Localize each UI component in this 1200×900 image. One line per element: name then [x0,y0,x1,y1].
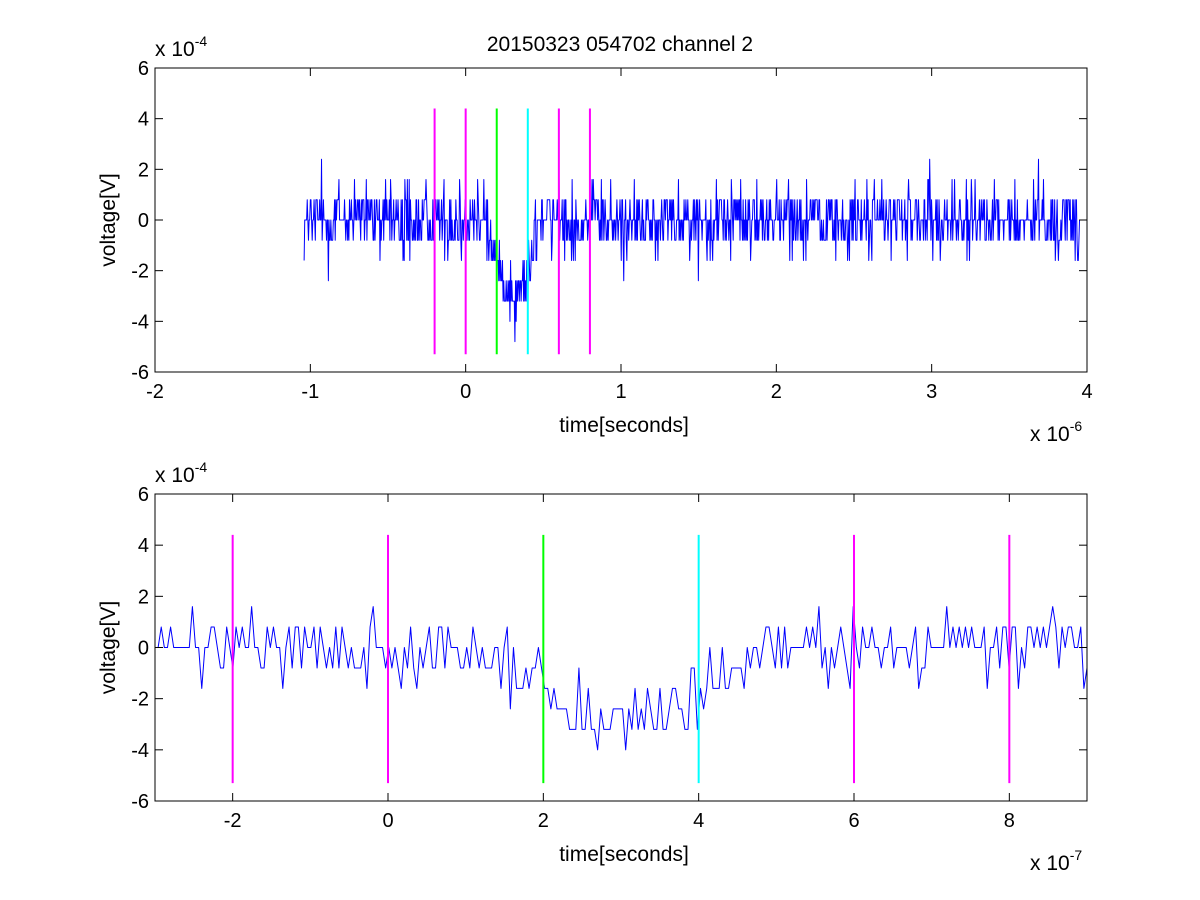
y-tick-label: -6 [131,362,149,384]
x-tick-label: -2 [146,381,164,403]
y-tick-label: 6 [138,484,149,506]
x-axis-label: time[seconds] [559,843,689,866]
x-tick-label: 6 [848,810,859,832]
x-exponent-label: x 10-6 [1030,418,1082,446]
y-tick-label: -4 [131,740,149,762]
y-tick-label: -4 [131,311,149,333]
y-tick-label: 0 [138,638,149,660]
y-axis-label: voltage[V] [97,601,120,694]
x-tick-label: 4 [693,810,704,832]
figure-title: 20150323 054702 channel 2 [487,33,753,56]
y-tick-label: 2 [138,159,149,181]
axes-frame [154,493,1088,802]
x-tick-label: -2 [224,810,242,832]
x-tick-label: 2 [771,381,782,403]
y-axis-label: voltage[V] [97,173,120,266]
top-panel: -2 -1 0 1 2 3 4 -6 -4 -2 0 2 4 6 time[seconds] voltage[… [97,33,1093,446]
x-tick-label: 4 [1081,381,1092,403]
x-exponent-label: x 10-7 [1030,847,1082,875]
y-tick-label: 6 [138,58,149,80]
y-tick-label: 2 [138,586,149,608]
x-tick-label: 2 [538,810,549,832]
y-tick-label: 4 [138,109,149,131]
x-tick-label: 0 [382,810,393,832]
signal-trace [303,158,1081,343]
y-tick-label: -6 [131,791,149,813]
x-tick-label: 8 [1004,810,1015,832]
x-tick-label: 0 [460,381,471,403]
y-tick-label: 4 [138,535,149,557]
y-tick-label: -2 [131,689,149,711]
y-tick-label: -2 [131,261,149,283]
y-tick-label: 0 [138,210,149,232]
bottom-panel: -2 0 2 4 6 8 -6 -4 -2 0 2 4 6 time[seconds] voltage[V]… [97,459,1088,875]
x-tick-label: 3 [926,381,937,403]
x-axis-label: time[seconds] [559,414,689,437]
x-tick-label: -1 [301,381,319,403]
x-tick-label: 1 [615,381,626,403]
y-exponent-label: x 10-4 [155,459,207,487]
signal-trace [155,606,1088,751]
y-exponent-label: x 10-4 [155,33,207,61]
